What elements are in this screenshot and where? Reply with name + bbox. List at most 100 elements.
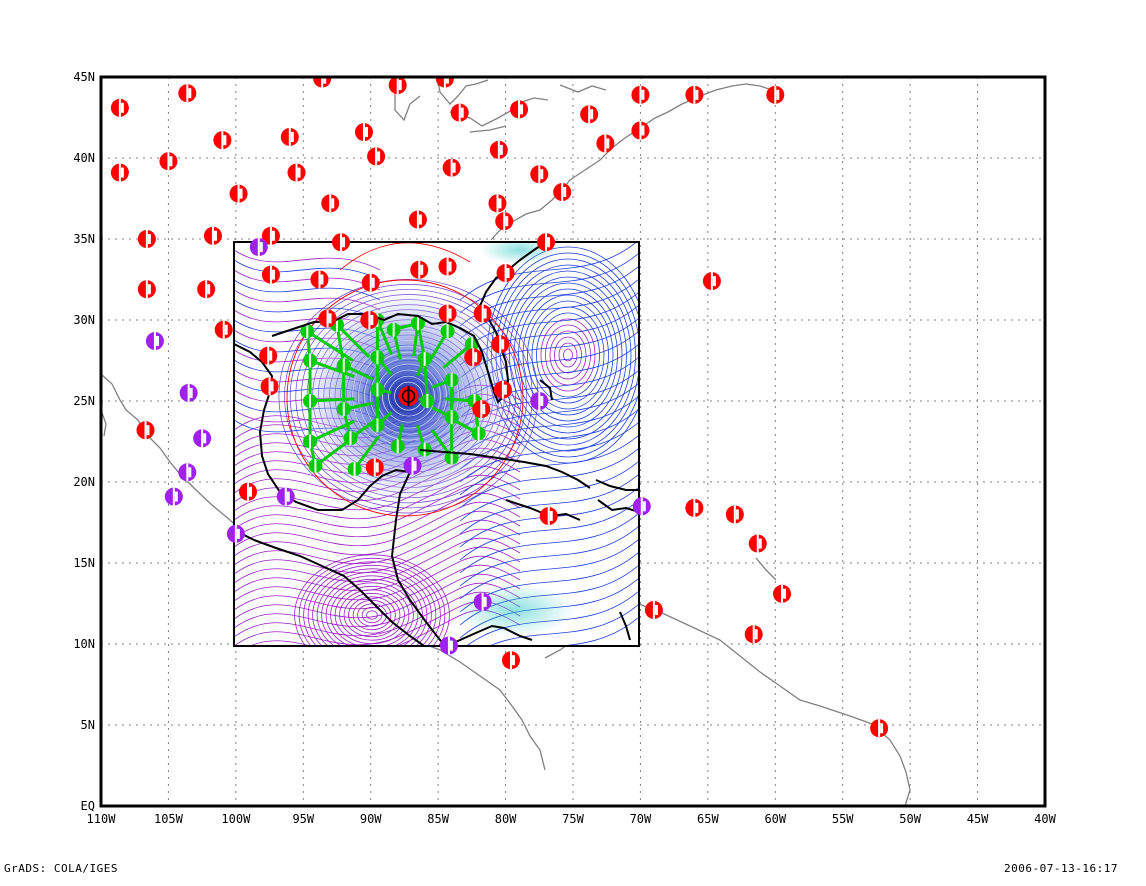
- station-markers: [110, 77, 889, 738]
- station-bar: [416, 210, 419, 229]
- station-marker: [438, 304, 457, 323]
- station-notch: [474, 352, 478, 363]
- streamline: [366, 610, 378, 620]
- station-bar: [446, 257, 449, 276]
- y-tick-label: EQ: [81, 799, 95, 813]
- streamline: [459, 525, 639, 587]
- station-bar: [153, 332, 156, 351]
- station-notch: [501, 339, 505, 350]
- station-marker: [145, 332, 164, 351]
- station-marker: [259, 346, 278, 365]
- streamline: [234, 269, 381, 291]
- station-bar: [499, 335, 502, 354]
- station-bar: [509, 651, 512, 670]
- station-notch: [371, 277, 375, 288]
- streamline: [234, 528, 521, 575]
- station-marker: [493, 380, 512, 399]
- station-bar: [588, 105, 591, 124]
- station-marker: [197, 280, 216, 299]
- station-bar: [269, 226, 272, 245]
- station-notch: [482, 404, 486, 415]
- station-notch: [331, 198, 335, 209]
- x-tick-label: 45W: [967, 812, 989, 826]
- station-marker: [438, 257, 457, 276]
- station-marker: [530, 392, 549, 410]
- station-marker: [193, 429, 212, 448]
- station-notch: [375, 462, 379, 473]
- station-notch: [460, 107, 464, 118]
- streamline: [352, 599, 392, 631]
- streamline: [540, 318, 596, 392]
- station-notch: [328, 313, 332, 324]
- streamline: [556, 616, 639, 646]
- station-notch: [511, 655, 515, 666]
- station-bar: [545, 233, 548, 252]
- station-notch: [735, 509, 739, 520]
- station-marker: [159, 152, 178, 171]
- station-marker: [491, 335, 510, 354]
- streamline: [234, 249, 381, 271]
- streamline: [307, 564, 437, 646]
- x-tick-label: 80W: [495, 812, 517, 826]
- station-bar: [561, 183, 564, 202]
- station-notch: [270, 381, 274, 392]
- station-notch: [342, 237, 346, 248]
- station-notch: [120, 102, 124, 113]
- y-axis-ticks: 45N 40N 35N 30N 25N 20N 15N 10N 5N EQ: [73, 70, 95, 813]
- station-notch: [323, 77, 327, 84]
- streamline: [459, 473, 639, 535]
- streamline: [234, 519, 521, 566]
- station-bar: [480, 400, 483, 419]
- station-marker: [203, 226, 222, 245]
- station-marker: [354, 123, 373, 142]
- station-notch: [505, 216, 509, 227]
- station-marker: [631, 121, 650, 140]
- station-marker: [685, 498, 704, 517]
- streamline: [509, 276, 627, 434]
- station-marker: [260, 377, 279, 396]
- streamline: [321, 575, 423, 646]
- station-notch: [320, 274, 324, 285]
- station-bar: [340, 233, 343, 252]
- station-notch: [188, 88, 192, 99]
- station-notch: [695, 502, 699, 513]
- y-tick-label: 5N: [81, 718, 95, 732]
- station-marker: [110, 163, 129, 182]
- streamline: [459, 499, 639, 561]
- station-notch: [880, 723, 884, 734]
- station-bar: [497, 140, 500, 159]
- station-notch: [506, 268, 510, 279]
- station-marker: [238, 482, 257, 501]
- station-bar: [221, 131, 224, 150]
- station-bar: [538, 165, 541, 184]
- station-marker: [164, 487, 183, 506]
- station-notch: [120, 167, 124, 178]
- y-tick-label: 45N: [73, 70, 95, 84]
- storm-center-marker: [398, 386, 419, 407]
- station-bar: [329, 194, 332, 213]
- station-bar: [733, 505, 736, 524]
- station-marker: [360, 311, 379, 329]
- streamline: [234, 582, 521, 629]
- station-bar: [710, 272, 713, 291]
- streamline: [549, 330, 587, 380]
- nest-station-marker-bar: [450, 450, 453, 465]
- station-notch: [590, 109, 594, 120]
- nest-station-marker-bar: [376, 350, 379, 365]
- streamline: [536, 312, 600, 398]
- streamline: [316, 571, 428, 646]
- station-bar: [144, 421, 147, 440]
- station-bar: [652, 600, 655, 619]
- streamline: [330, 582, 414, 646]
- station-notch: [213, 230, 217, 241]
- nest-station-marker-bar: [446, 324, 449, 339]
- streamline: [459, 447, 639, 509]
- streamline: [298, 557, 446, 646]
- station-bar: [518, 100, 521, 119]
- station-bar: [447, 636, 450, 655]
- station-marker: [501, 651, 520, 670]
- station-marker: [178, 463, 197, 482]
- station-bar: [295, 163, 298, 182]
- station-marker: [870, 719, 889, 738]
- station-bar: [373, 458, 376, 477]
